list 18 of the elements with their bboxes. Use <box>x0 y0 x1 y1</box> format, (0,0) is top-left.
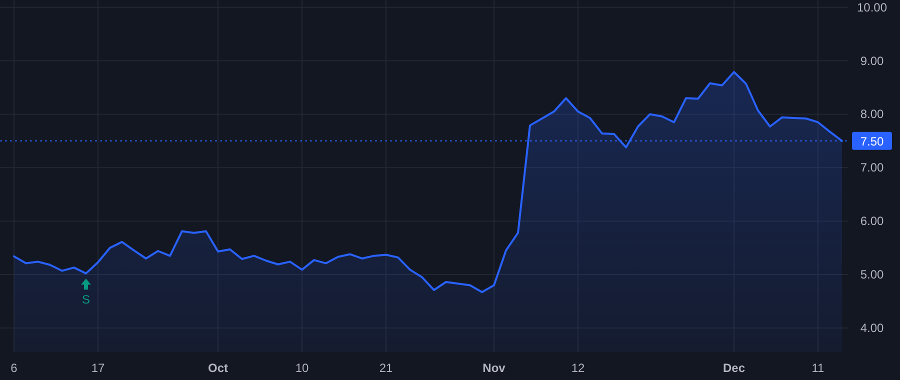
y-tick-label: 5.00 <box>860 268 884 282</box>
x-tick-label: 6 <box>10 361 18 375</box>
y-tick-label: 7.00 <box>860 160 884 175</box>
x-tick-label: 10 <box>295 361 309 375</box>
x-tick-label: Nov <box>482 361 506 375</box>
y-tick-label: 10.00 <box>856 0 888 14</box>
ref-line-label: 7.50 <box>860 134 884 148</box>
y-tick-label: 9.00 <box>860 54 884 68</box>
x-tick-label: Oct <box>208 361 228 375</box>
x-tick-label: 21 <box>379 361 393 375</box>
x-tick-label: 12 <box>571 361 585 375</box>
x-tick-label: 11 <box>812 361 825 375</box>
x-tick-label: 17 <box>91 361 105 375</box>
y-tick-label: 4.00 <box>860 320 884 335</box>
y-tick-label: 8.00 <box>860 107 884 122</box>
x-tick-label: Dec <box>722 361 746 375</box>
y-tick-label: 6.00 <box>860 214 884 228</box>
series-label: S <box>82 292 90 307</box>
